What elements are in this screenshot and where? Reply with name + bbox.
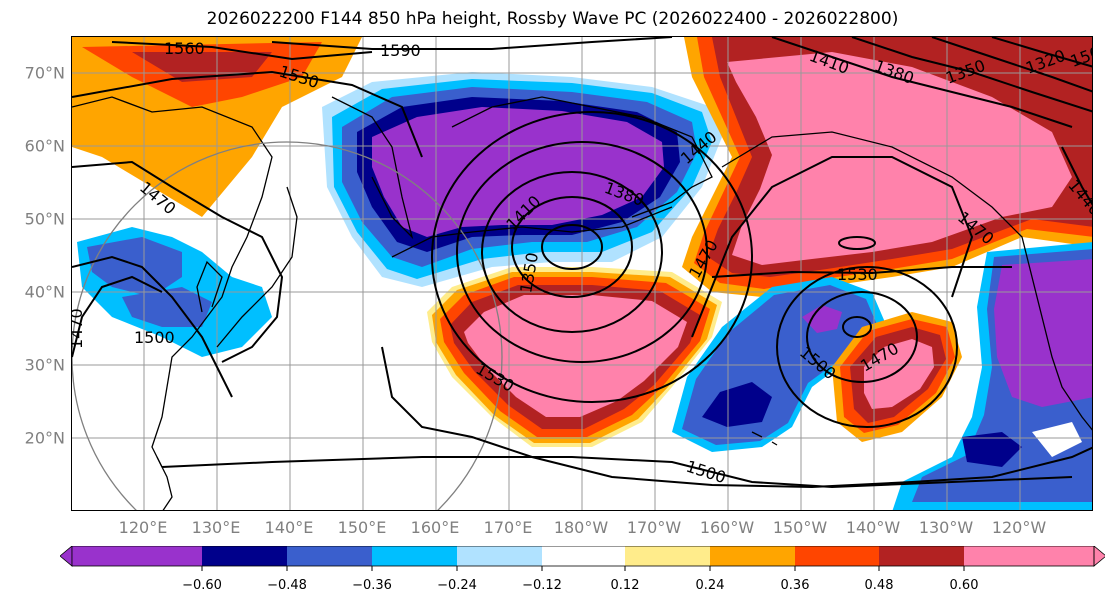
contour-1470-ne bbox=[691, 156, 974, 338]
contour-1380-ne bbox=[851, 37, 1092, 113]
lon-label-120e: 120°E bbox=[118, 518, 168, 537]
lon-label-180w: 180°W bbox=[553, 518, 609, 537]
lon-label-130w: 130°W bbox=[918, 518, 974, 537]
lon-label-140w: 140°W bbox=[845, 518, 901, 537]
graticule bbox=[72, 37, 1092, 510]
colorbar-segment bbox=[879, 546, 964, 566]
lat-label-30n: 30°N bbox=[24, 355, 65, 375]
coastline-japan bbox=[216, 186, 298, 348]
map-panel: 1560 1590 1530 1410 1380 1350 1320 1440 … bbox=[71, 36, 1093, 511]
lat-label-40n: 40°N bbox=[24, 282, 65, 302]
colorbar-segment bbox=[542, 546, 625, 566]
colorbar-tick-label: −0.24 bbox=[437, 578, 477, 593]
lon-label-140e: 140°E bbox=[264, 518, 314, 537]
colorbar-segment bbox=[964, 546, 1094, 566]
colorbar-segment bbox=[372, 546, 457, 566]
coastline-aleutians bbox=[391, 206, 673, 258]
positive-anomaly-ne-l4 bbox=[727, 52, 1072, 265]
negative-anomaly-far-east-l3 bbox=[994, 259, 1092, 407]
colorbar-tick-label: −0.48 bbox=[267, 578, 307, 593]
lon-label-170e: 170°E bbox=[483, 518, 533, 537]
colorbar-tick-label: −0.60 bbox=[182, 578, 222, 593]
colorbar-tick-label: −0.36 bbox=[352, 578, 392, 593]
colorbar-segment bbox=[625, 546, 710, 566]
contour-1560 bbox=[111, 41, 373, 61]
coastline-na bbox=[721, 131, 1092, 431]
lon-label-150e: 150°E bbox=[337, 518, 387, 537]
lat-label-20n: 20°N bbox=[24, 428, 65, 448]
coastline-asia bbox=[72, 96, 273, 468]
map-title: 2026022200 F144 850 hPa height, Rossby W… bbox=[206, 9, 899, 29]
coastline-philippines bbox=[156, 456, 173, 510]
negative-anomaly-east-l3 bbox=[702, 382, 772, 427]
colorbar-tick-label: 0.60 bbox=[949, 578, 979, 593]
lat-label-50n: 50°N bbox=[24, 209, 65, 229]
contour-label: 1500 bbox=[134, 328, 175, 347]
colorbar-segment bbox=[457, 546, 542, 566]
contour-low-center-4 bbox=[456, 141, 708, 363]
contour-label: 1470 bbox=[72, 308, 86, 349]
negative-anomaly-east-l4 bbox=[802, 305, 842, 333]
contour-1470-nw bbox=[72, 160, 284, 363]
colorbar-segment bbox=[795, 546, 879, 566]
negative-anomaly-north-l5 bbox=[372, 107, 664, 237]
colorbar-tick-label: −0.12 bbox=[522, 578, 562, 593]
contour-1470-west2 bbox=[72, 275, 163, 358]
colorbar-segment bbox=[72, 546, 202, 566]
colorbar-tick-marks bbox=[201, 566, 965, 571]
colorbar-segment bbox=[60, 546, 73, 567]
contour-1530-ne bbox=[711, 266, 1012, 278]
lon-label-120w: 120°W bbox=[991, 518, 1047, 537]
contour-1320-ne bbox=[991, 37, 1092, 68]
contour-label: 1590 bbox=[380, 41, 421, 60]
contour-1530-central bbox=[381, 346, 1092, 489]
contour-1350-ne bbox=[931, 37, 1092, 93]
lon-label-170w: 170°W bbox=[626, 518, 682, 537]
lon-label-160w: 160°W bbox=[699, 518, 755, 537]
contour-low-center-2 bbox=[511, 196, 633, 298]
colorbar-frame bbox=[71, 546, 1095, 567]
contour-1500-west bbox=[72, 255, 233, 398]
colorbar-tick-label: 0.36 bbox=[780, 578, 810, 593]
height-contours bbox=[72, 37, 1092, 489]
contour-1500-south bbox=[161, 456, 1073, 489]
contour-low-center-1 bbox=[541, 224, 603, 270]
colorbar-tick-label: 0.48 bbox=[864, 578, 894, 593]
positive-anomaly-east-small-l4 bbox=[864, 339, 934, 409]
contour-low-center-5 bbox=[431, 111, 753, 403]
contour-1440-ne bbox=[1061, 146, 1092, 206]
anomaly-shading bbox=[72, 37, 1092, 510]
lat-label-70n: 70°N bbox=[24, 63, 65, 83]
colorbar bbox=[60, 546, 1105, 571]
colorbar-tick-label: 0.12 bbox=[610, 578, 640, 593]
contour-1590 bbox=[271, 37, 673, 50]
contour-label: 1530 bbox=[837, 265, 878, 284]
contour-label: 1560 bbox=[164, 39, 205, 58]
colorbar-segment bbox=[202, 546, 287, 566]
contour-east-low-1 bbox=[842, 316, 872, 338]
colorbar-segment bbox=[710, 546, 795, 566]
coastline-hawaii bbox=[751, 431, 778, 446]
lon-label-160e: 160°E bbox=[410, 518, 460, 537]
colorbar-tick-label: 0.24 bbox=[695, 578, 725, 593]
contour-east-low-3 bbox=[776, 266, 958, 428]
coastline-korea bbox=[196, 260, 223, 313]
range-ring bbox=[72, 141, 503, 510]
lon-label-130e: 130°E bbox=[191, 518, 241, 537]
lon-label-150w: 150°W bbox=[772, 518, 828, 537]
colorbar-segment bbox=[287, 546, 372, 566]
contour-1530-west bbox=[72, 70, 423, 158]
colorbar-segment bbox=[1093, 546, 1105, 567]
contour-low-center-3 bbox=[481, 171, 663, 333]
contour-ne-high bbox=[838, 236, 876, 250]
negative-anomaly-far-east-l4 bbox=[962, 432, 1022, 467]
contour-east-low-2 bbox=[806, 291, 918, 383]
contour-1410-ne bbox=[771, 37, 1073, 128]
map-canvas: 1560 1590 1530 1410 1380 1350 1320 1440 … bbox=[72, 37, 1092, 510]
lat-label-60n: 60°N bbox=[24, 136, 65, 156]
coastline-kamchatka bbox=[331, 96, 414, 240]
positive-pale-far-east bbox=[1032, 422, 1082, 457]
coastline-alaska bbox=[451, 96, 713, 218]
